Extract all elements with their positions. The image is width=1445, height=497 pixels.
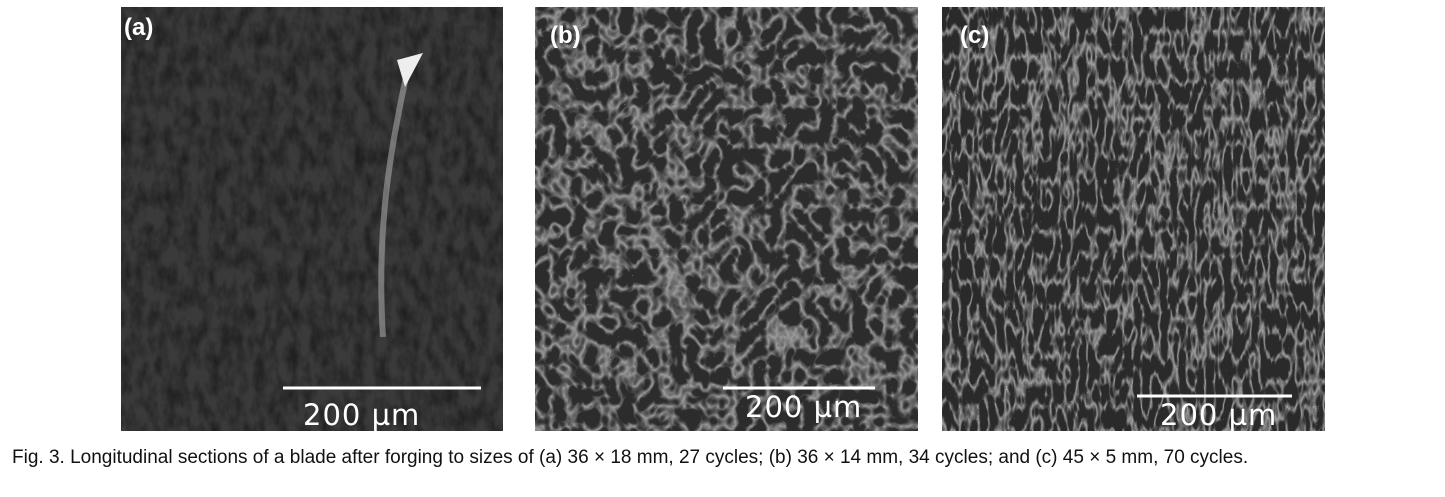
caption: Fig. 3. Longitudinal sections of a blade… xyxy=(12,447,1249,468)
scale-label: 200 µm xyxy=(745,390,862,424)
texture xyxy=(121,7,503,431)
scale-label: 200 µm xyxy=(1160,398,1277,431)
micrograph: (c) 200 µm xyxy=(942,7,1325,431)
micrograph: (b) 200 µm xyxy=(535,7,918,431)
panel-label: (a) xyxy=(124,14,153,41)
arrow xyxy=(397,53,423,87)
texture xyxy=(535,7,918,431)
texture xyxy=(942,7,1325,431)
micrograph: (a) 200 µm xyxy=(121,7,503,431)
flow-line xyxy=(378,76,409,338)
panel-label: (b) xyxy=(550,22,581,49)
panel-label: (c) xyxy=(960,22,989,49)
scale-label: 200 µm xyxy=(303,398,420,431)
